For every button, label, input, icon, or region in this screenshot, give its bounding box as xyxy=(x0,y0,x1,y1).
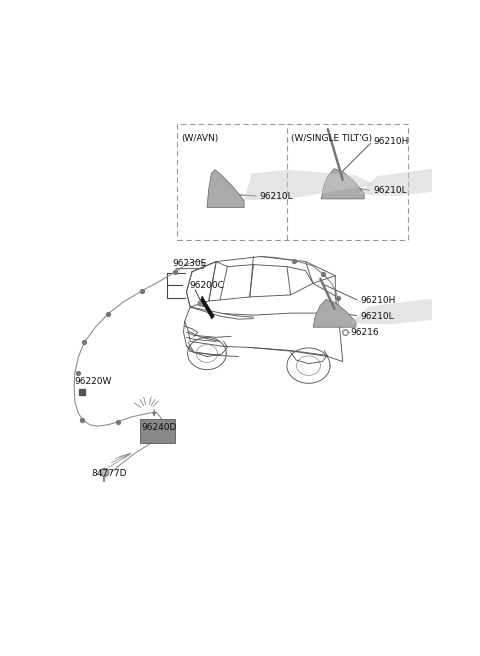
Text: (W/AVN): (W/AVN) xyxy=(181,134,218,143)
Polygon shape xyxy=(359,169,480,196)
Polygon shape xyxy=(313,299,356,327)
Text: 96200C: 96200C xyxy=(189,281,224,290)
Polygon shape xyxy=(244,170,374,200)
Text: 96240D: 96240D xyxy=(142,422,177,432)
Text: 96216: 96216 xyxy=(350,328,379,337)
Text: 96210L: 96210L xyxy=(360,312,394,321)
Bar xyxy=(177,124,408,240)
Polygon shape xyxy=(201,296,215,319)
Bar xyxy=(140,419,175,443)
Text: (W/SINGLE TILT'G): (W/SINGLE TILT'G) xyxy=(290,134,372,143)
Polygon shape xyxy=(350,299,480,325)
Text: 96230E: 96230E xyxy=(172,259,206,268)
Text: 96210H: 96210H xyxy=(360,297,396,306)
Polygon shape xyxy=(207,170,244,207)
Text: 96210H: 96210H xyxy=(373,137,408,146)
Text: 84777D: 84777D xyxy=(92,469,127,478)
Text: 96220W: 96220W xyxy=(74,377,111,386)
Polygon shape xyxy=(321,169,364,199)
Text: 96210L: 96210L xyxy=(373,186,407,195)
Text: 96210L: 96210L xyxy=(260,192,293,201)
